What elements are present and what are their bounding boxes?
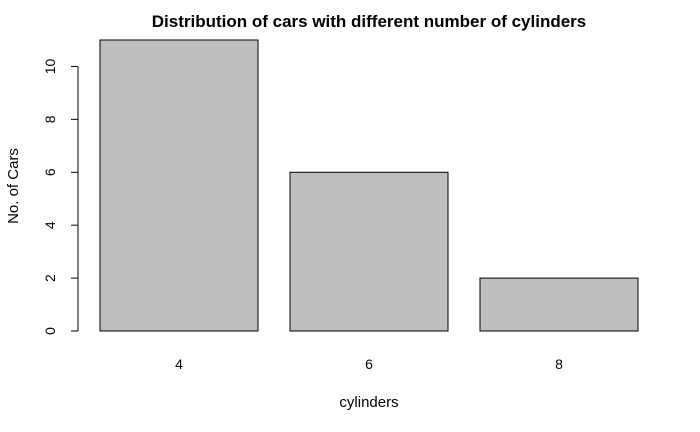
y-tick-label: 8	[42, 115, 58, 123]
y-ticks: 0 2 4 6 8 10	[42, 58, 78, 335]
y-tick-label: 0	[42, 327, 58, 335]
x-tick-label: 6	[365, 356, 373, 372]
bar-4	[99, 39, 259, 332]
y-tick-label: 2	[42, 274, 58, 282]
y-axis-label: No. of Cars	[5, 148, 22, 224]
x-tick-labels: 4 6 8	[175, 356, 563, 372]
y-axis: 0 2 4 6 8 10	[42, 58, 79, 335]
y-tick-label: 6	[42, 168, 58, 176]
chart-title: Distribution of cars with different numb…	[152, 12, 587, 31]
y-tick-label: 4	[42, 221, 58, 229]
y-tick-label: 10	[42, 58, 58, 74]
x-tick-label: 8	[555, 356, 563, 372]
bars	[99, 39, 639, 332]
x-tick-label: 4	[175, 356, 183, 372]
bar-6	[289, 171, 449, 332]
bar-8	[479, 277, 639, 332]
x-axis-label: cylinders	[339, 394, 398, 411]
